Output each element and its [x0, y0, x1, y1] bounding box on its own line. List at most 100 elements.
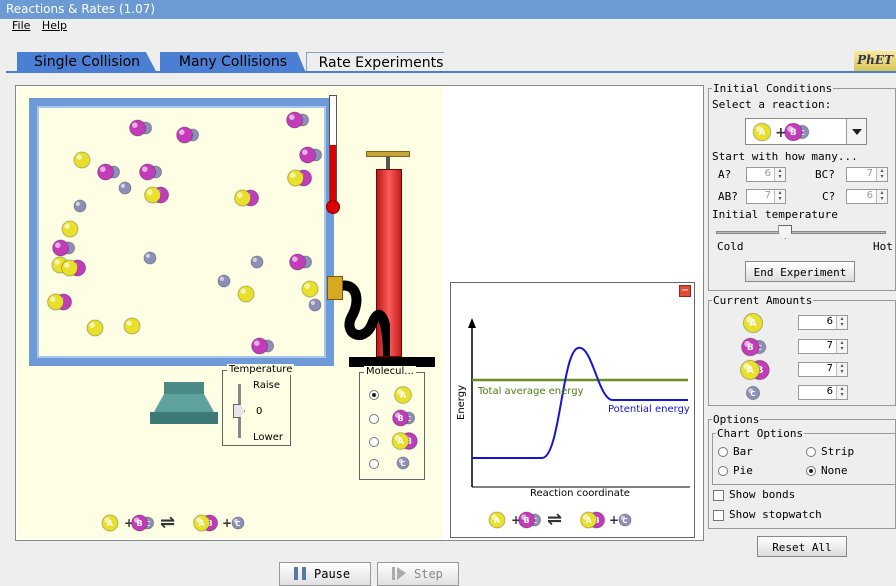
bc-count-input[interactable]: 7 ▴ ▾: [846, 167, 888, 182]
pump-handle[interactable]: [366, 151, 410, 157]
molecule-ab-icon: [287, 169, 305, 187]
molecule-a-icon: [123, 317, 141, 335]
svg-text:A: A: [107, 519, 114, 528]
minimize-chart-button[interactable]: −: [679, 285, 691, 297]
menu-file[interactable]: File: [12, 19, 31, 32]
molecule-bc-icon: B: [392, 409, 410, 427]
end-experiment-button[interactable]: End Experiment: [745, 261, 855, 282]
step-button[interactable]: Step: [377, 562, 459, 586]
molecule-bc-icon: [286, 111, 304, 129]
molecule-radio-c[interactable]: [369, 459, 379, 469]
molecule-bc-icon: B: [784, 122, 803, 142]
show-bonds-checkbox[interactable]: [713, 490, 724, 501]
svg-text:C: C: [800, 129, 805, 137]
hot-label: Hot: [873, 240, 893, 253]
svg-text:B: B: [406, 436, 412, 446]
a-count-input[interactable]: 6 ▴ ▾: [746, 167, 786, 182]
current-c-amount[interactable]: 6 ▴ ▾: [798, 385, 848, 400]
molecule-ab-icon: [61, 259, 79, 277]
chart-option-none-label: None: [821, 464, 848, 477]
reset-all-button[interactable]: Reset All: [757, 536, 847, 557]
chart-option-pie-radio[interactable]: [718, 466, 728, 476]
equation-symbol: +: [775, 125, 787, 141]
molecule-bc-icon: [299, 146, 317, 164]
current-ab-amount[interactable]: 7 ▴ ▾: [798, 362, 848, 377]
chart-option-none-radio[interactable]: [806, 466, 816, 476]
svg-text:B: B: [790, 128, 797, 138]
molecule-a-icon: [301, 280, 319, 298]
molecule-a-icon: [73, 151, 91, 169]
molecule-radio-a[interactable]: [369, 390, 379, 400]
molecule-ab-icon: A: [391, 432, 410, 450]
molecule-bc-icon: [97, 163, 115, 181]
molecule-bc-icon: [251, 337, 269, 355]
temperature-slider-thumb[interactable]: [233, 404, 245, 418]
tab-many-collisions[interactable]: Many Collisions: [160, 52, 306, 73]
molecule-c-icon: C: [745, 385, 761, 401]
svg-text:A: A: [746, 365, 754, 376]
chevron-down-icon[interactable]: [846, 119, 866, 144]
ab-count-label: AB?: [718, 190, 738, 203]
reaction-select[interactable]: A + CB: [745, 118, 867, 145]
svg-text:A: A: [400, 390, 407, 400]
equation-symbol: ⇌: [547, 509, 562, 530]
ab-count-input[interactable]: 7 ▴ ▾: [746, 189, 786, 204]
cold-label: Cold: [717, 240, 744, 253]
svg-text:A: A: [397, 436, 404, 446]
chart-option-pie-label: Pie: [733, 464, 753, 477]
energy-chart-plot: Energy Reaction coordinate Total average…: [456, 318, 690, 499]
molecule-c-icon: [308, 298, 322, 312]
svg-text:A: A: [198, 519, 205, 528]
window-title: Reactions & Rates (1.07): [0, 0, 896, 19]
molecule-radio-ab[interactable]: [369, 437, 379, 447]
tab-strip: Single Collision Many Collisions Rate Ex…: [0, 33, 896, 73]
svg-text:C: C: [750, 390, 755, 398]
current-amounts-title: Current Amounts: [712, 294, 814, 307]
svg-text:C: C: [532, 517, 537, 525]
molecule-c-icon: [143, 251, 157, 265]
molecule-c-icon: [118, 181, 132, 195]
reaction-container: [29, 98, 334, 366]
molecule-ab-icon: A: [580, 511, 598, 529]
svg-text:C: C: [235, 520, 240, 528]
svg-text:A: A: [749, 318, 757, 329]
menu-help[interactable]: Help: [41, 19, 67, 32]
current-bc-amount[interactable]: 7 ▴ ▾: [798, 339, 848, 354]
equation-symbol: ⇌: [160, 512, 175, 533]
initial-temperature-label: Initial temperature: [712, 208, 838, 221]
molecule-c-icon: C: [231, 516, 245, 530]
molecule-c-icon: [73, 199, 87, 213]
current-amounts-icons: ACBBAC: [740, 312, 770, 401]
tab-single-collision[interactable]: Single Collision: [17, 52, 157, 73]
select-reaction-label: Select a reaction:: [712, 98, 832, 111]
step-icon: [392, 567, 406, 580]
chart-option-bar-label: Bar: [733, 445, 753, 458]
molecule-a-icon: A: [394, 386, 412, 404]
svg-text:B: B: [756, 365, 763, 376]
tab-rate-experiments[interactable]: Rate Experiments: [306, 52, 456, 73]
initial-temperature-thumb[interactable]: [778, 225, 793, 239]
show-stopwatch-checkbox[interactable]: [713, 510, 724, 521]
chart-options-title: Chart Options: [716, 427, 805, 440]
pause-button[interactable]: Pause: [279, 562, 371, 586]
reaction-select-value: A + CB: [752, 122, 810, 142]
molecule-ab-icon: [47, 293, 65, 311]
show-bonds-label: Show bonds: [729, 488, 796, 501]
chart-option-bar-radio[interactable]: [718, 447, 728, 457]
initial-temperature-track: [716, 231, 886, 234]
molecule-radio-bc[interactable]: [369, 414, 379, 424]
temperature-raise-label: Raise: [253, 380, 280, 391]
current-a-amount[interactable]: 6 ▴ ▾: [798, 315, 848, 330]
molecule-bc-icon: B: [518, 511, 536, 529]
c-count-input[interactable]: 6 ▴ ▾: [846, 189, 888, 204]
temperature-panel-title: Temperature: [227, 364, 295, 375]
molecule-ab-icon: A: [740, 359, 761, 381]
molecule-bc-icon: [129, 119, 147, 137]
chart-option-strip-radio[interactable]: [806, 447, 816, 457]
pump-rod: [386, 157, 390, 169]
svg-text:B: B: [398, 414, 404, 423]
svg-text:A: A: [494, 516, 501, 525]
equation-symbol: +: [511, 513, 521, 527]
molecule-bc-icon: B: [131, 514, 149, 532]
phet-logo: PhET: [854, 51, 896, 71]
